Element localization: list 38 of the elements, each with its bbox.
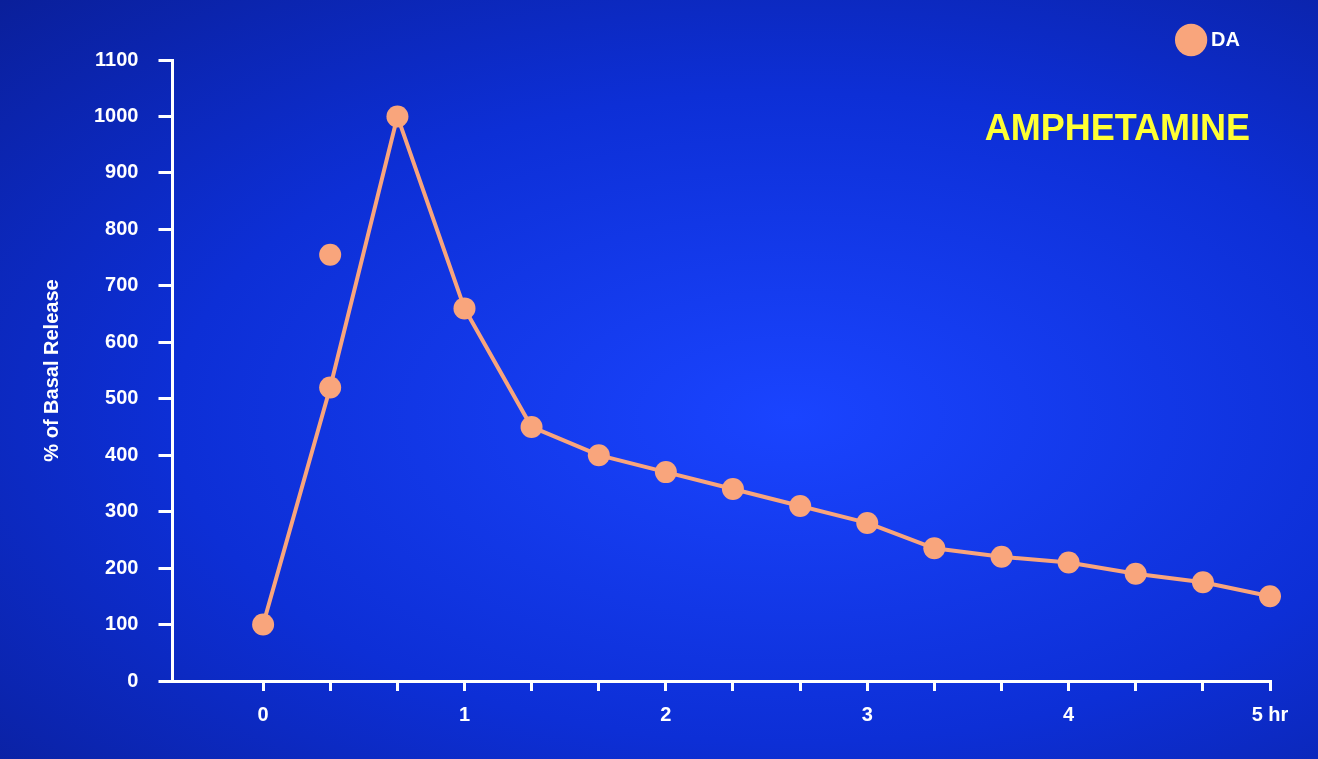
point <box>587 444 610 467</box>
legend-label: DA <box>1211 27 1240 50</box>
y-tick-label: 700 <box>105 273 139 296</box>
y-tick-label: 100 <box>105 612 139 635</box>
y-tick-label: 1000 <box>93 103 139 126</box>
text: AMPHETAMINE <box>984 106 1250 148</box>
y-tick-label: 600 <box>105 329 139 352</box>
y-tick-label: 400 <box>105 442 139 465</box>
point <box>990 545 1013 568</box>
point <box>319 243 342 266</box>
x-tick-label: 3 <box>861 702 873 725</box>
y-axis-title: % of Basal Release <box>39 279 62 462</box>
y-tick-label: 200 <box>105 555 139 578</box>
x-tick-label: 5 hr <box>1251 702 1289 725</box>
point <box>789 494 812 517</box>
x-tick-label: 0 <box>257 702 269 725</box>
point <box>386 105 409 128</box>
point <box>1124 562 1147 585</box>
point <box>1191 571 1214 594</box>
point <box>252 613 275 636</box>
y-tick-label: 800 <box>105 216 139 239</box>
point <box>721 478 744 501</box>
point <box>520 415 543 438</box>
y-tick-label: 300 <box>105 499 139 522</box>
point <box>654 461 677 484</box>
point <box>1259 585 1281 608</box>
point <box>923 537 946 560</box>
y-tick-label: 1100 <box>95 47 139 70</box>
y-tick-label: 900 <box>105 160 139 183</box>
point <box>319 376 342 399</box>
x-tick-label: 2 <box>660 702 672 725</box>
point <box>1057 551 1080 574</box>
point <box>453 297 476 320</box>
x-tick-label: 4 <box>1063 702 1076 725</box>
y-tick-label: 500 <box>105 386 139 409</box>
x-tick-label: 1 <box>458 702 471 725</box>
y-tick-label: 0 <box>127 668 139 691</box>
point <box>856 511 879 534</box>
